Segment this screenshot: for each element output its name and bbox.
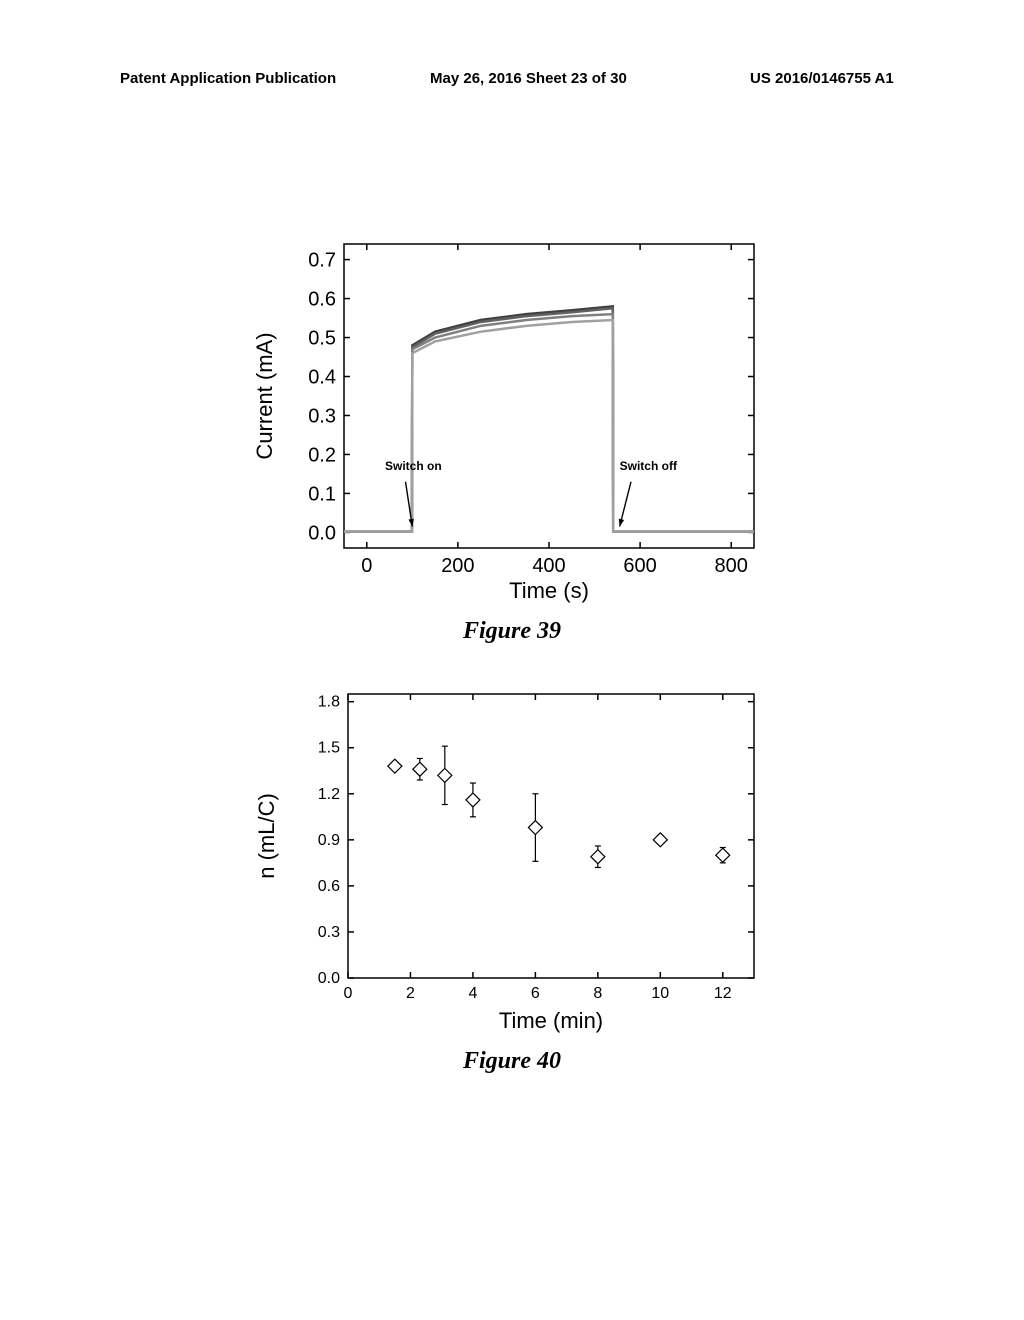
svg-text:n (mL/C): n (mL/C) — [254, 793, 279, 879]
svg-text:0.3: 0.3 — [318, 924, 340, 941]
figure-40-caption: Figure 40 — [252, 1048, 772, 1075]
svg-text:200: 200 — [441, 555, 474, 577]
svg-text:0.6: 0.6 — [308, 289, 336, 311]
svg-text:1.8: 1.8 — [318, 694, 340, 711]
svg-text:0.0: 0.0 — [318, 970, 340, 987]
svg-text:0.0: 0.0 — [308, 522, 336, 544]
svg-text:0.3: 0.3 — [308, 405, 336, 427]
figure-39-block: 0 200 400 600 800 0.0 0.1 0.2 0.3 0.4 0.5 0.6 0.7 Tim… — [252, 230, 772, 645]
svg-text:Switch off: Switch off — [620, 459, 678, 473]
svg-text:0.4: 0.4 — [308, 367, 336, 389]
svg-text:0.1: 0.1 — [308, 483, 336, 505]
svg-text:0.5: 0.5 — [308, 328, 336, 350]
figure-40-block: 0 2 4 6 8 10 12 0.0 0.3 0.6 0.9 1.2 1.5 1.8 Time (min)… — [252, 680, 772, 1075]
svg-text:12: 12 — [714, 985, 732, 1002]
svg-text:600: 600 — [623, 555, 656, 577]
svg-text:800: 800 — [715, 555, 748, 577]
svg-text:10: 10 — [651, 985, 669, 1002]
svg-text:8: 8 — [593, 985, 602, 1002]
svg-text:0: 0 — [361, 555, 372, 577]
svg-text:0: 0 — [344, 985, 353, 1002]
svg-text:6: 6 — [531, 985, 540, 1002]
svg-text:0.6: 0.6 — [318, 878, 340, 895]
figure-40-chart: 0 2 4 6 8 10 12 0.0 0.3 0.6 0.9 1.2 1.5 1.8 Time (min)… — [252, 680, 772, 1040]
svg-text:Time (s): Time (s) — [509, 578, 589, 603]
svg-text:400: 400 — [532, 555, 565, 577]
header-right: US 2016/0146755 A1 — [750, 70, 894, 87]
svg-text:Time (min): Time (min) — [499, 1008, 603, 1033]
figure-39-chart: 0 200 400 600 800 0.0 0.1 0.2 0.3 0.4 0.5 0.6 0.7 Tim… — [252, 230, 772, 610]
header-middle: May 26, 2016 Sheet 23 of 30 — [430, 70, 627, 87]
header-left: Patent Application Publication — [120, 70, 336, 87]
svg-text:Current (mA): Current (mA) — [252, 332, 277, 459]
svg-text:1.5: 1.5 — [318, 740, 340, 757]
svg-text:1.2: 1.2 — [318, 786, 340, 803]
figure-39-caption: Figure 39 — [252, 618, 772, 645]
svg-text:0.7: 0.7 — [308, 250, 336, 272]
svg-text:Switch on: Switch on — [385, 459, 442, 473]
svg-text:0.9: 0.9 — [318, 832, 340, 849]
svg-text:0.2: 0.2 — [308, 444, 336, 466]
svg-text:2: 2 — [406, 985, 415, 1002]
svg-text:4: 4 — [468, 985, 477, 1002]
